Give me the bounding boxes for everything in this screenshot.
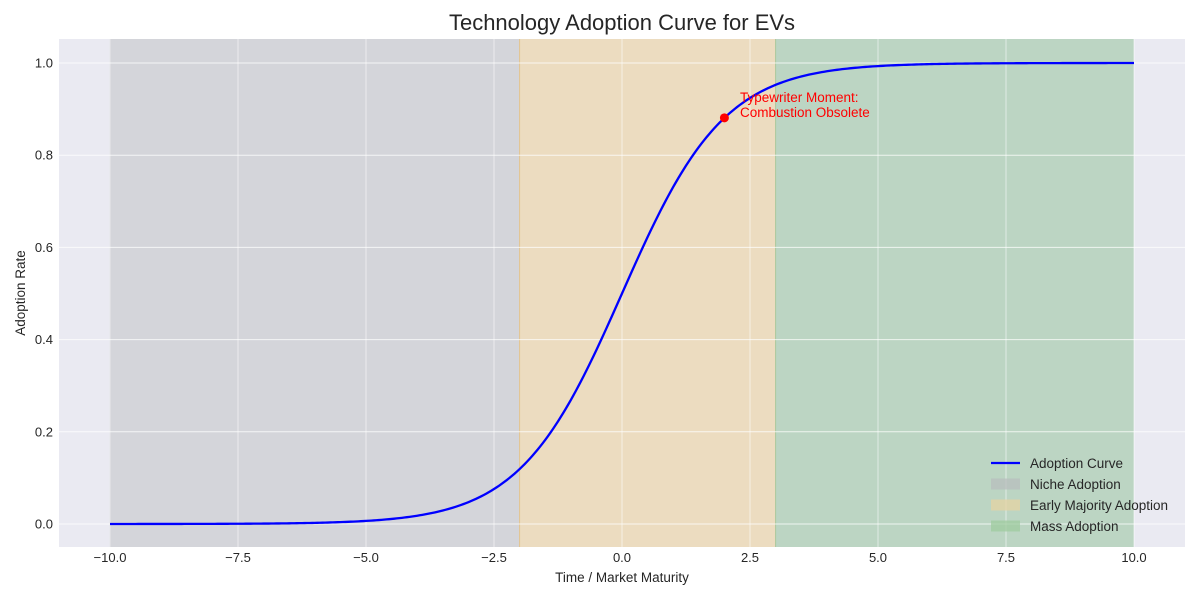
legend-patch-swatch xyxy=(991,520,1020,532)
y-tick-label: 0.6 xyxy=(35,240,53,255)
x-tick-label: −5.0 xyxy=(353,550,379,565)
legend-item-label: Adoption Curve xyxy=(1030,456,1123,471)
x-tick-label: 5.0 xyxy=(869,550,887,565)
x-axis-ticks: −10.0 −7.5 −5.0 −2.5 0.0 2.5 5.0 7.5 10.0 xyxy=(94,550,1147,565)
region-early-majority-adoption xyxy=(519,39,776,547)
adoption-regions xyxy=(109,39,1134,547)
y-tick-label: 0.0 xyxy=(35,517,53,532)
x-tick-label: −7.5 xyxy=(225,550,251,565)
x-tick-label: 10.0 xyxy=(1121,550,1146,565)
y-axis-ticks: 0.0 0.2 0.4 0.6 0.8 1.0 xyxy=(35,56,53,532)
adoption-curve xyxy=(110,61,1134,526)
legend-patch-swatch xyxy=(991,499,1020,511)
annotation-line-2: Combustion Obsolete xyxy=(740,105,870,120)
annotation-marker xyxy=(719,113,729,123)
annotation: Typewriter Moment: Combustion Obsolete xyxy=(719,90,870,123)
x-tick-label: 2.5 xyxy=(741,550,759,565)
x-tick-label: −2.5 xyxy=(481,550,507,565)
x-axis-label: Time / Market Maturity xyxy=(555,570,689,585)
grid-lines xyxy=(59,39,1185,547)
y-tick-label: 0.8 xyxy=(35,148,53,163)
y-tick-label: 1.0 xyxy=(35,56,53,71)
x-tick-label: −10.0 xyxy=(94,550,127,565)
legend-item-label: Early Majority Adoption xyxy=(1030,498,1168,513)
y-tick-label: 0.4 xyxy=(35,332,53,347)
x-tick-label: 7.5 xyxy=(997,550,1015,565)
legend: Adoption Curve Niche Adoption Early Majori… xyxy=(991,456,1168,534)
annotation-line-1: Typewriter Moment: xyxy=(740,90,859,105)
y-axis-label: Adoption Rate xyxy=(13,250,28,336)
x-tick-label: 0.0 xyxy=(613,550,631,565)
y-tick-label: 0.2 xyxy=(35,424,53,439)
region-niche-adoption xyxy=(110,39,520,547)
region-mass-adoption xyxy=(775,39,1134,547)
legend-item-label: Niche Adoption xyxy=(1030,477,1121,492)
legend-patch-swatch xyxy=(991,478,1020,490)
legend-item-label: Mass Adoption xyxy=(1030,519,1119,534)
chart-title: Technology Adoption Curve for EVs xyxy=(448,10,796,35)
